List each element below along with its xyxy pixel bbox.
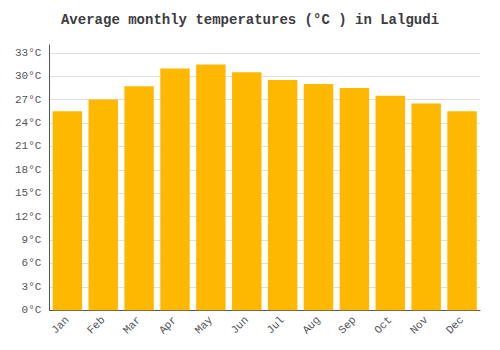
svg-text:Sep: Sep [336, 314, 358, 336]
svg-text:Jul: Jul [264, 314, 286, 336]
svg-text:Apr: Apr [157, 314, 179, 336]
svg-text:33°C: 33°C [15, 47, 42, 59]
svg-text:Nov: Nov [408, 314, 431, 337]
svg-text:Feb: Feb [85, 314, 107, 336]
svg-text:Aug: Aug [300, 314, 322, 336]
svg-text:Jun: Jun [229, 314, 251, 336]
svg-text:30°C: 30°C [15, 70, 42, 82]
svg-text:9°C: 9°C [22, 234, 42, 246]
svg-text:Oct: Oct [372, 314, 394, 336]
svg-text:12°C: 12°C [15, 211, 42, 223]
svg-text:Dec: Dec [444, 314, 466, 336]
svg-text:21°C: 21°C [15, 140, 42, 152]
svg-text:6°C: 6°C [22, 257, 42, 269]
svg-text:Average monthly temperatures (: Average monthly temperatures (°C ) in La… [61, 12, 439, 28]
svg-text:18°C: 18°C [15, 164, 42, 176]
svg-text:15°C: 15°C [15, 187, 42, 199]
svg-text:May: May [193, 314, 216, 337]
svg-text:0°C: 0°C [22, 304, 42, 316]
svg-text:Jan: Jan [49, 314, 71, 336]
svg-text:Mar: Mar [121, 314, 143, 336]
svg-text:24°C: 24°C [15, 117, 42, 129]
svg-text:27°C: 27°C [15, 94, 42, 106]
svg-text:3°C: 3°C [22, 281, 42, 293]
